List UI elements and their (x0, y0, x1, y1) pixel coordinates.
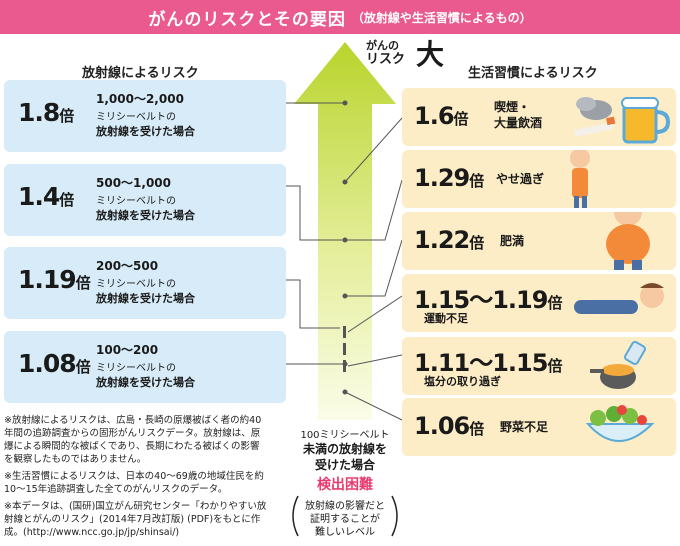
center-bracket-left (292, 495, 299, 537)
lifestyle-box: 1.22倍 肥満 (402, 212, 676, 270)
lifestyle-box: 1.29倍 やせ過ぎ (402, 150, 676, 208)
footnote: ※生活習慣によるリスクは、日本の40〜69歳の地域住民を約10〜15年追跡調査し… (4, 471, 264, 495)
lifestyle-connectors (344, 117, 403, 421)
footnote: ※本データは、(国研)国立がん研究センター「わかりやすい放射線とがんのリスク」(… (4, 501, 267, 538)
radiation-desc: 放射線を受けた場合 (96, 292, 195, 305)
radiation-desc: 放射線を受けた場合 (96, 376, 195, 389)
center-note-b2: 証明することが (310, 514, 380, 525)
lifestyle-value: 1.06倍 (414, 412, 484, 440)
page-title: がんのリスクとその要因 (148, 9, 346, 30)
lifestyle-label: 塩分の取り過ぎ (424, 375, 501, 388)
footnote: ※放射線によるリスクは、広島・長崎の原爆被ばく者の約40年間の追跡調査からの固形… (4, 415, 262, 465)
marker-dash (343, 326, 346, 338)
lifestyle-value: 1.15〜1.19倍 (414, 286, 562, 314)
connector-line (344, 391, 403, 421)
lifestyle-value: 1.22倍 (414, 226, 484, 254)
connector-line (345, 179, 403, 241)
radiation-desc: 放射線を受けた場合 (96, 125, 195, 138)
left-header: 放射線によるリスク (82, 66, 199, 81)
center-note-line2: 未満の放射線を (302, 442, 387, 456)
cigarette-beer-icon (574, 97, 671, 144)
center-note-b3: 難しいレベル (315, 527, 375, 538)
connector-line (286, 279, 340, 329)
salad-icon (585, 405, 655, 442)
lifestyle-label: やせ過ぎ (496, 172, 545, 186)
lifestyle-label: 野菜不足 (500, 420, 549, 434)
connector-line (345, 239, 403, 297)
radiation-dose: 100〜200 (96, 343, 159, 357)
center-bracket-right (391, 495, 398, 537)
lifestyle-value: 1.29倍 (414, 164, 484, 192)
radiation-value: 1.08倍 (18, 349, 91, 378)
radiation-box: 1.8倍 1,000〜2,000 ミリシーベルトの 放射線を受けた場合 (4, 80, 286, 152)
lifestyle-box: 1.6倍 喫煙・ 大量飲酒 (402, 88, 676, 146)
lifestyle-box: 1.15〜1.19倍 運動不足 (402, 274, 676, 332)
risk-label-line2: リスク (366, 52, 406, 67)
risk-label-big: 大 (416, 38, 445, 71)
lifestyle-label: 運動不足 (424, 312, 468, 325)
page-subtitle: （放射線や生活習慣によるもの） (351, 10, 532, 25)
radiation-unit: ミリシーベルトの (96, 279, 176, 290)
right-header: 生活習慣によるリスク (468, 66, 598, 81)
radiation-desc: 放射線を受けた場合 (96, 209, 195, 222)
connector-line (347, 295, 403, 333)
lifestyle-value: 1.6倍 (414, 102, 469, 130)
lifestyle-label: 喫煙・ (494, 100, 531, 114)
lifestyle-label: 大量飲酒 (494, 116, 543, 130)
obese-person-icon (606, 212, 650, 270)
radiation-value: 1.4倍 (18, 182, 74, 211)
radiation-value: 1.19倍 (18, 265, 91, 294)
radiation-unit: ミリシーベルトの (96, 363, 176, 374)
connector-line (347, 354, 403, 367)
lifestyle-label: 肥満 (500, 234, 525, 248)
lifestyle-box: 1.11〜1.15倍 塩分の取り過ぎ (402, 337, 676, 395)
radiation-dose: 200〜500 (96, 259, 159, 273)
connector-line (286, 185, 345, 241)
risk-label-line1: がんの (366, 39, 399, 52)
center-note-line3: 受けた場合 (314, 458, 375, 472)
detect-difficult: 検出困難 (317, 477, 373, 493)
lifestyle-box: 1.06倍 野菜不足 (402, 398, 676, 456)
title-bar: がんのリスクとその要因 （放射線や生活習慣によるもの） (0, 0, 680, 34)
center-note-line1: 100ミリシーベルト (300, 430, 390, 441)
radiation-box: 1.19倍 200〜500 ミリシーベルトの 放射線を受けた場合 (4, 247, 286, 319)
lifestyle-value: 1.11〜1.15倍 (414, 349, 562, 377)
radiation-dose: 500〜1,000 (96, 176, 172, 190)
radiation-unit: ミリシーベルトの (96, 112, 176, 123)
risk-arrow (294, 42, 396, 420)
connector-line (344, 117, 403, 183)
marker-dash (343, 343, 346, 355)
center-note-b1: 放射線の影響だと (305, 501, 385, 512)
radiation-dose: 1,000〜2,000 (96, 92, 184, 106)
thin-person-icon (570, 150, 590, 208)
marker-dot (342, 361, 348, 367)
lying-person-icon (574, 283, 664, 314)
salt-pot-icon (590, 340, 646, 389)
radiation-box: 1.4倍 500〜1,000 ミリシーベルトの 放射線を受けた場合 (4, 164, 286, 236)
radiation-box: 1.08倍 100〜200 ミリシーベルトの 放射線を受けた場合 (4, 331, 286, 403)
radiation-value: 1.8倍 (18, 98, 74, 127)
marker-dot (342, 100, 348, 106)
radiation-unit: ミリシーベルトの (96, 196, 176, 207)
radiation-connectors (286, 102, 345, 365)
risk-label: がんの リスク (366, 39, 406, 68)
